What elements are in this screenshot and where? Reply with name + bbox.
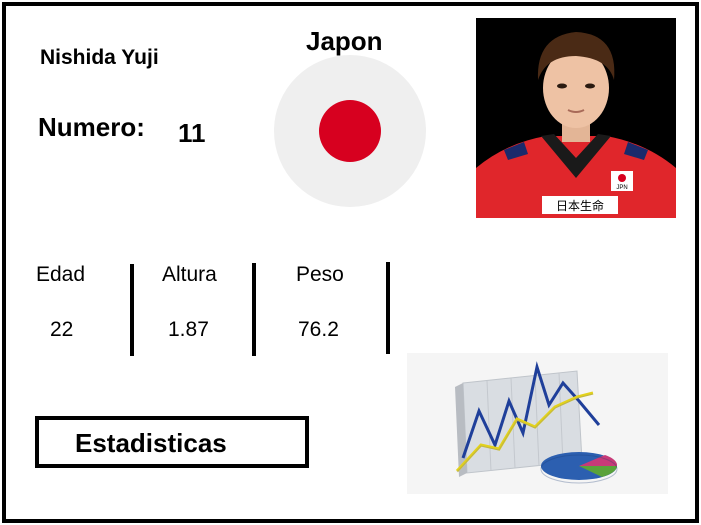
country-name: Japon: [306, 26, 383, 56]
stat-label-peso: Peso: [296, 263, 344, 286]
number-label: Numero:: [38, 112, 145, 142]
stat-value-peso: 76.2: [298, 318, 339, 341]
stat-divider: [386, 262, 390, 354]
stat-value-edad: 22: [50, 318, 74, 341]
statistics-chart-icon[interactable]: [407, 353, 668, 494]
jersey-sponsor-text: 日本生命: [556, 198, 604, 213]
stat-value-altura: 1.87: [168, 318, 209, 341]
stat-divider: [130, 264, 134, 356]
stat-label-altura: Altura: [162, 263, 217, 286]
player-name: Nishida Yuji: [40, 46, 159, 69]
flag-sun: [319, 100, 381, 162]
number-value: 11: [178, 118, 206, 148]
statistics-button-label: Estadisticas: [75, 428, 227, 458]
stat-divider: [252, 263, 256, 356]
stat-label-edad: Edad: [36, 263, 86, 286]
statistics-button[interactable]: Estadisticas: [35, 416, 309, 468]
player-photo: JPN 日本生命: [476, 18, 676, 218]
japan-flag-icon: [274, 55, 426, 207]
jersey-country-text: JPN: [616, 185, 627, 191]
